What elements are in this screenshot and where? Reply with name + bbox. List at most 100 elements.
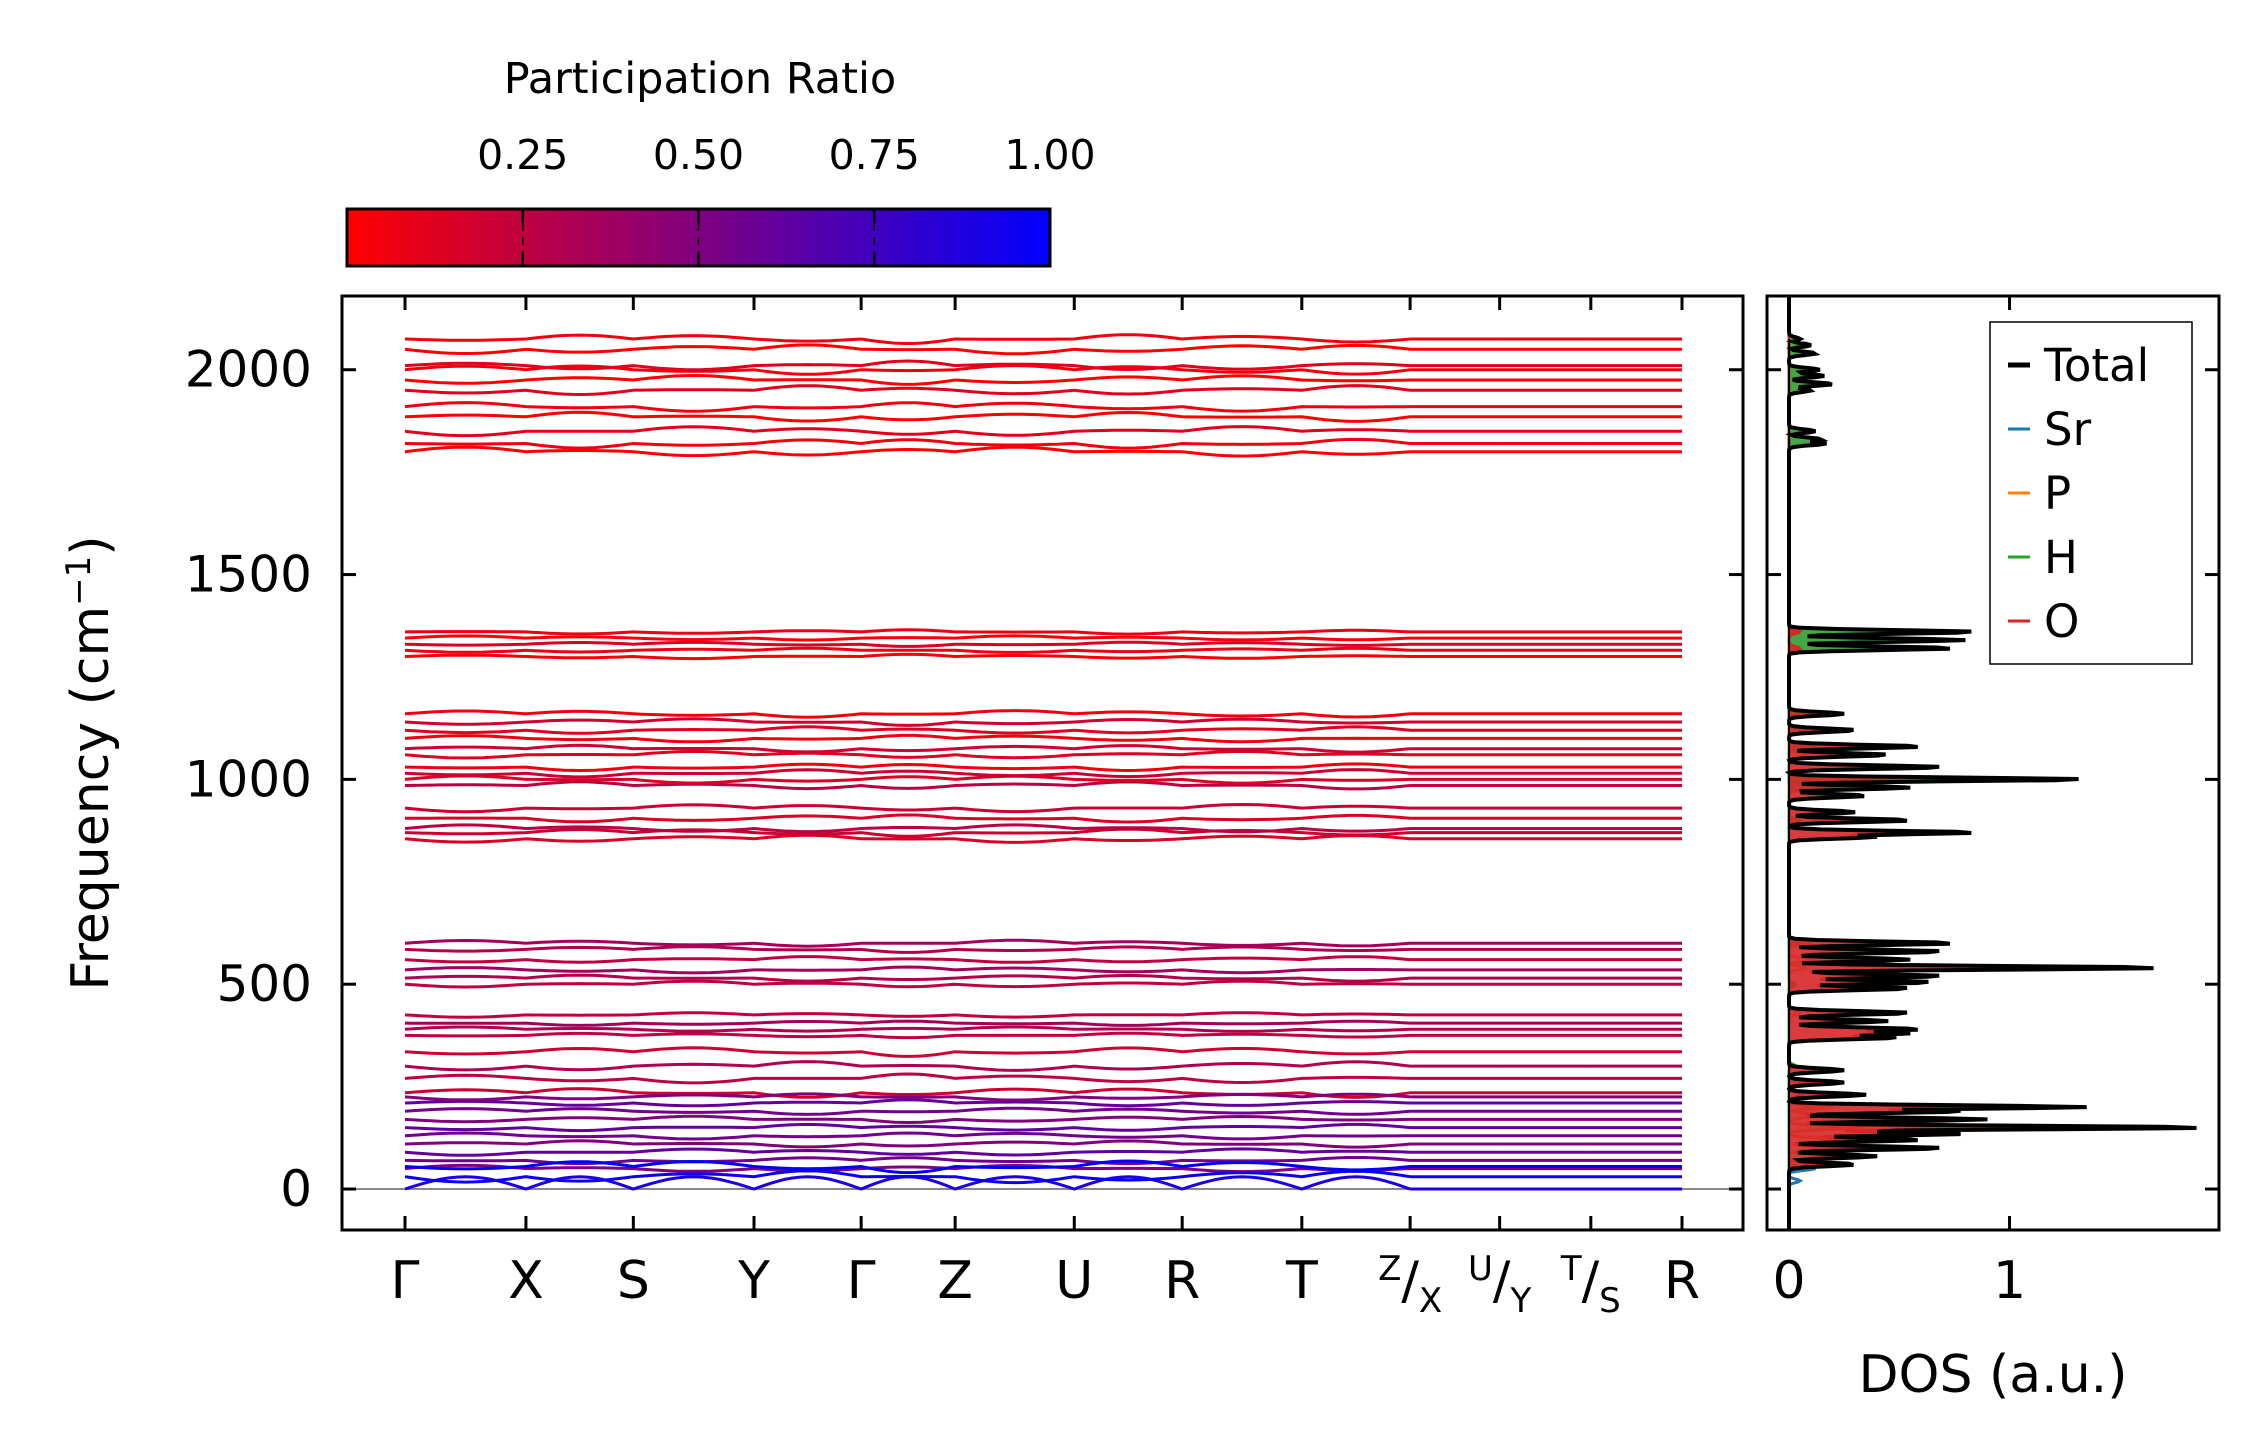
- dos-curves: [1784, 296, 2197, 1230]
- k-point-label-main: /: [1493, 1251, 1511, 1311]
- band-line: [404, 410, 1682, 423]
- colorbar-tick-label: 0.50: [653, 131, 744, 179]
- k-point-label: U/Y: [1468, 1249, 1531, 1321]
- band-line: [404, 802, 1682, 814]
- band-line: [404, 425, 1682, 438]
- k-point-label-main: /: [1582, 1251, 1600, 1311]
- band-line: [404, 1087, 1682, 1099]
- dos-x-tick-label: 0: [1773, 1251, 1806, 1311]
- dos-legend: Total Sr PHO: [1989, 321, 2193, 665]
- band-line: [404, 1031, 1682, 1040]
- band-line: [404, 333, 1682, 346]
- band-line: [404, 1098, 1682, 1108]
- k-point-label: T/S: [1560, 1249, 1621, 1321]
- band-line: [404, 1072, 1682, 1085]
- colorbar: Participation Ratio 0.25 0.50 0.75 1.00: [345, 54, 1096, 268]
- dos-x-axis-label: DOS (a.u.): [1859, 1345, 2128, 1405]
- colorbar-tick-label: 0.75: [829, 131, 920, 179]
- y-tick-label: 2000: [185, 341, 312, 399]
- band-line: [404, 1163, 1682, 1174]
- legend-label-o: O: [2044, 595, 2079, 648]
- k-point-label-sub: X: [1419, 1281, 1442, 1321]
- legend-label-p: P: [2044, 467, 2071, 520]
- band-line: [404, 833, 1682, 844]
- dos-fill-o: [1789, 296, 2111, 1230]
- k-point-label: R: [1664, 1251, 1700, 1311]
- band-line: [404, 1131, 1682, 1141]
- colorbar-tick-label: 1.00: [1004, 131, 1095, 179]
- y-tick-label: 500: [217, 955, 312, 1013]
- band-line: [404, 823, 1682, 834]
- k-point-label: T: [1285, 1251, 1318, 1311]
- band-line: [404, 827, 1682, 838]
- colorbar-tick-label: 0.25: [477, 131, 568, 179]
- band-line: [404, 780, 1682, 791]
- band-line: [404, 709, 1682, 719]
- band-line: [404, 652, 1682, 661]
- k-point-label: U: [1055, 1251, 1093, 1311]
- band-line: [404, 1046, 1682, 1058]
- band-line: [404, 938, 1682, 948]
- band-line: [405, 813, 1682, 824]
- band-line: [404, 945, 1682, 954]
- band-line: [404, 646, 1682, 654]
- band-line: [404, 1169, 1682, 1185]
- dos-panel: 0 1 DOS (a.u.) Total Sr PHO: [1765, 294, 2221, 1405]
- legend-label-h: H: [2044, 531, 2078, 584]
- k-point-label-main: /: [1401, 1251, 1419, 1311]
- k-point-label-pre: T: [1560, 1249, 1582, 1289]
- k-point-label: X: [508, 1251, 544, 1311]
- band-line: [404, 965, 1682, 975]
- band-line: [404, 343, 1682, 356]
- k-point-label: Z/X: [1378, 1249, 1442, 1321]
- k-point-label-pre: U: [1468, 1249, 1493, 1289]
- band-line: [404, 1019, 1682, 1027]
- band-structure-panel: 0 500 1000 1500 2000 Γ X S Y Γ Z U R T Z/X U/Y T/S R Fre…: [59, 294, 1745, 1321]
- y-tick-label: 1000: [185, 750, 312, 808]
- band-line: [404, 437, 1682, 450]
- dos-plot-frame: [1765, 294, 2221, 1232]
- band-line: [404, 973, 1682, 983]
- band-line: [404, 364, 1682, 376]
- k-point-label-sub: S: [1599, 1281, 1621, 1321]
- y-axis-label: Frequency (cm−1): [59, 535, 121, 990]
- band-line: [404, 384, 1682, 397]
- band-line: [404, 1147, 1682, 1157]
- band-line: [404, 628, 1682, 636]
- band-line: [404, 401, 1682, 413]
- band-line: [404, 774, 1682, 785]
- band-line: [404, 749, 1682, 760]
- band-line: [404, 1139, 1682, 1149]
- k-point-label-sub: Y: [1509, 1281, 1531, 1321]
- y-tick-label: 1500: [185, 546, 312, 604]
- band-line: [404, 1156, 1682, 1166]
- k-point-label: Γ: [391, 1251, 420, 1311]
- band-line: [404, 955, 1682, 964]
- band-line: [404, 1122, 1682, 1133]
- band-plot-frame: [340, 294, 1745, 1232]
- band-line: [404, 634, 1682, 642]
- colorbar-label: Participation Ratio: [504, 54, 897, 104]
- band-line: [404, 640, 1682, 648]
- band-line: [404, 768, 1682, 779]
- band-lines: [342, 333, 1743, 1191]
- band-line: [404, 1106, 1682, 1116]
- k-point-label: Γ: [847, 1251, 876, 1311]
- band-line: [404, 1114, 1682, 1125]
- band-line: [404, 717, 1682, 727]
- band-line: [404, 1159, 1682, 1175]
- y-tick-label: 0: [280, 1160, 312, 1218]
- k-point-label: R: [1164, 1251, 1200, 1311]
- band-line: [404, 1060, 1682, 1072]
- k-point-label: Z: [937, 1251, 973, 1311]
- legend-label-sr: Sr: [2044, 403, 2092, 456]
- band-line: [404, 359, 1682, 372]
- band-line: [404, 733, 1682, 744]
- band-line: [404, 445, 1682, 458]
- band-line: [404, 979, 1682, 989]
- dos-x-tick-label: 1: [1993, 1251, 2026, 1311]
- band-line: [404, 1025, 1682, 1033]
- band-line: [404, 1092, 1682, 1102]
- band-line: [404, 743, 1682, 754]
